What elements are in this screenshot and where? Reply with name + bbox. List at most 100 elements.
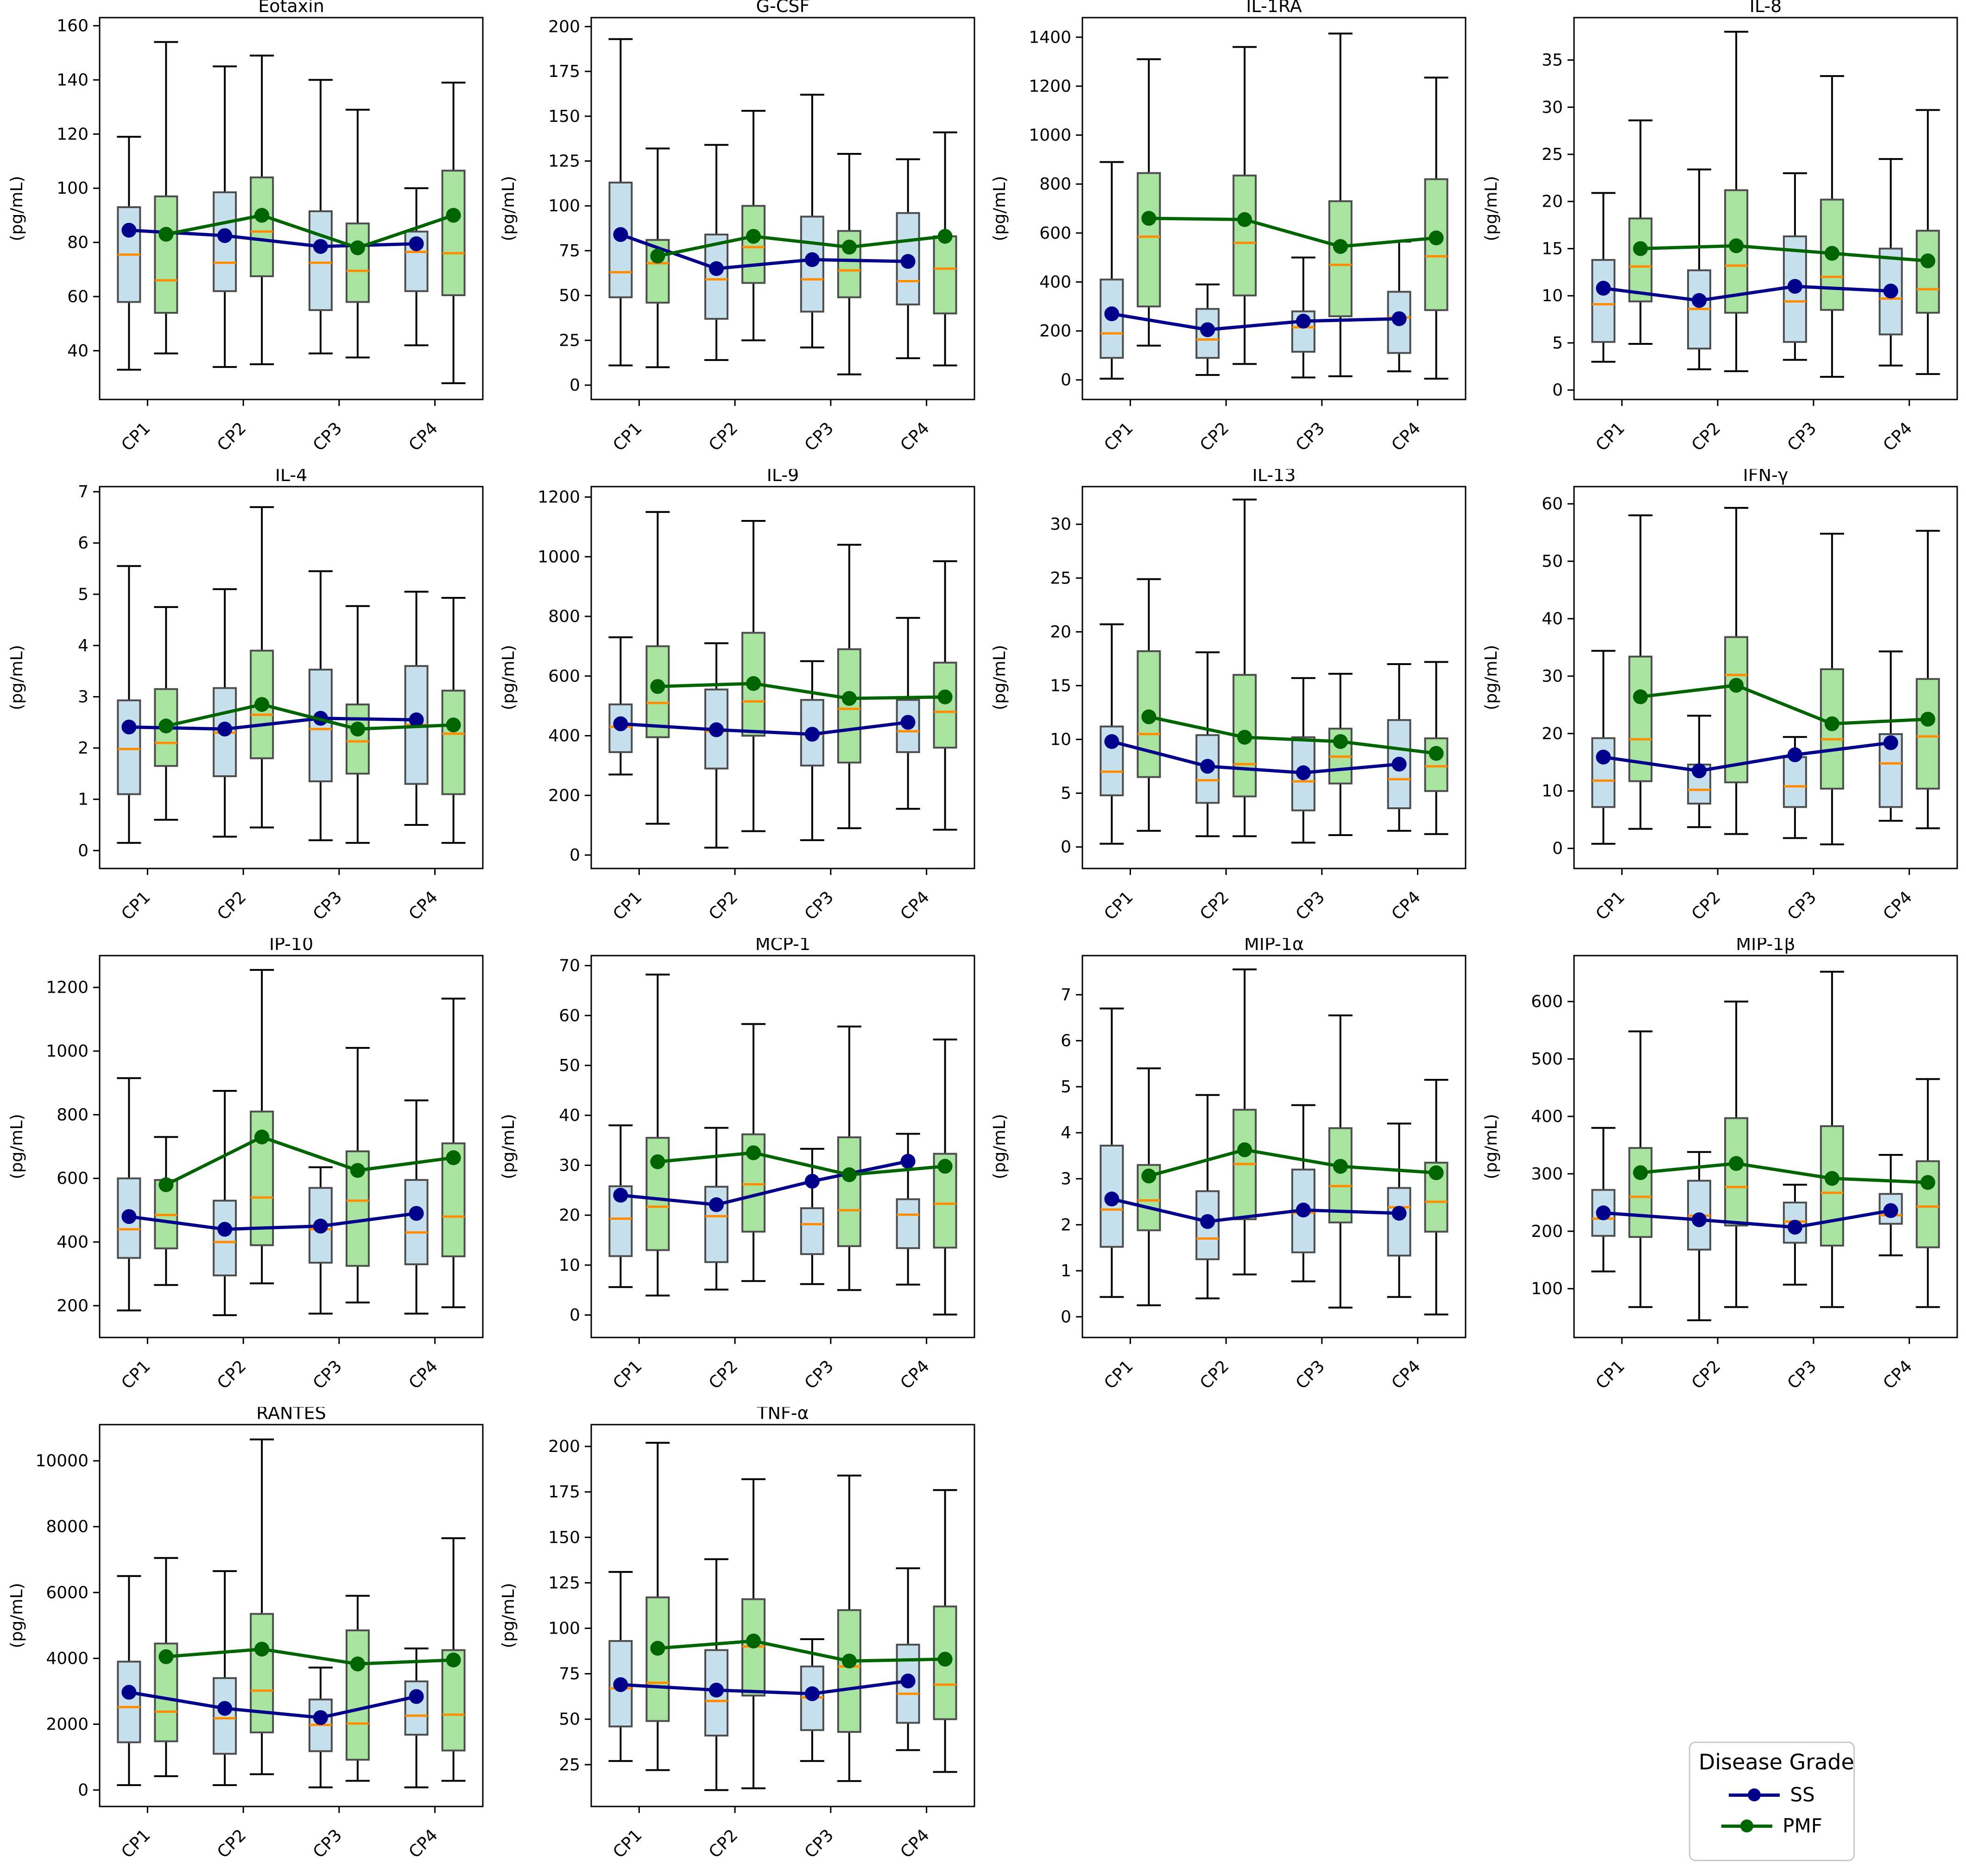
legend-label-ss: SS (1790, 1783, 1815, 1806)
y-tick-label: 0 (1061, 838, 1071, 857)
chart-title: IL-1RA (1246, 0, 1302, 16)
ss-mean-dot (313, 1710, 328, 1725)
y-tick-label: 30 (1542, 667, 1563, 686)
pmf-mean-line (1640, 684, 1928, 726)
pmf-mean-dot (841, 691, 857, 706)
chart-g-csf: G-CSF (pg/mL) 0 25 50 75 100 125 150 175 200 CP1 CP2… (492, 0, 983, 469)
pmf-mean-line (1148, 715, 1437, 755)
y-tick-label: 1000 (46, 1042, 89, 1061)
ss-mean-line (1603, 1209, 1891, 1229)
y-tick-label: 60 (1542, 494, 1563, 513)
ss-mean-line (1111, 1197, 1399, 1223)
ss-mean-line (1603, 741, 1891, 773)
ss-mean-dot (1296, 1203, 1311, 1218)
pmf-mean-dot (746, 228, 761, 244)
x-tick-label: CP2 (1196, 1356, 1233, 1393)
chart-eotaxin: Eotaxin (pg/mL) 40 60 80 100 120 140 160 CP1 CP2 CP… (0, 0, 492, 469)
chart-il-1ra: IL-1RA (pg/mL) 0 200 400 600 800 1000 1200 1400 CP… (983, 0, 1474, 469)
y-tick-label: 1200 (537, 488, 580, 507)
y-axis-label: (pg/mL) (7, 1583, 26, 1648)
pmf-mean-dot (158, 718, 174, 734)
pmf-mean-dot (650, 679, 665, 694)
y-tick-label: 1200 (46, 978, 89, 997)
x-tick-label: CP3 (801, 1825, 837, 1862)
y-tick-label: 20 (559, 1206, 580, 1225)
ss-mean-line (129, 716, 417, 731)
chart-title: IL-9 (767, 469, 799, 485)
pmf-mean-line (657, 1151, 945, 1177)
pmf-mean-dot (1333, 239, 1348, 254)
y-tick-label: 1 (78, 790, 89, 809)
pmf-mean-line (657, 234, 946, 258)
y-tick-label: 1200 (1029, 77, 1071, 96)
ss-mean-dot (1596, 280, 1611, 296)
pmf-mean-dot (254, 1129, 270, 1145)
y-tick-label: 60 (67, 287, 89, 306)
y-tick-label: 4 (78, 636, 89, 655)
y-tick-label: 1000 (1029, 126, 1071, 145)
pmf-mean-dot (158, 227, 174, 242)
x-tick-label: CP2 (214, 887, 250, 924)
x-tick-label: CP4 (897, 1356, 933, 1393)
ss-mean-dot (613, 716, 628, 731)
x-tick-label: CP3 (310, 418, 346, 455)
pmf-mean-dot (1237, 729, 1252, 745)
x-tick-label: CP1 (609, 1356, 645, 1393)
pmf-mean-dot (1729, 1156, 1744, 1171)
y-tick-label: 20 (1542, 192, 1563, 211)
y-axis-label: (pg/mL) (7, 1114, 26, 1179)
y-tick-label: 120 (57, 125, 89, 144)
ss-mean-dot (1883, 735, 1898, 750)
y-axis-label: (pg/mL) (990, 645, 1009, 710)
chart-title: MCP-1 (755, 938, 810, 954)
pmf-mean-dot (1824, 246, 1840, 261)
y-axis-label: (pg/mL) (499, 1583, 518, 1648)
y-tick-label: 200 (57, 1296, 89, 1315)
y-tick-label: 175 (548, 62, 580, 81)
x-tick-label: CP2 (1196, 418, 1233, 455)
pmf-mean-dot (1237, 1142, 1252, 1157)
ss-mean-line (128, 1691, 417, 1719)
x-tick-label: CP3 (1784, 887, 1820, 924)
y-tick-label: 100 (548, 196, 580, 215)
chart-title: RANTES (256, 1407, 326, 1423)
pmf-mean-dot (350, 722, 365, 737)
y-tick-label: 300 (1531, 1165, 1563, 1184)
x-tick-label: CP1 (118, 1356, 154, 1393)
ss-mean-dot (313, 1218, 328, 1234)
x-tick-label: CP1 (609, 1825, 645, 1862)
y-tick-label: 7 (1061, 985, 1071, 1004)
ss-mean-dot (217, 1701, 233, 1716)
y-tick-label: 800 (548, 607, 580, 626)
ss-mean-line (1603, 285, 1891, 302)
chart-title: G-CSF (756, 0, 810, 16)
pmf-mean-dot (937, 1652, 953, 1667)
y-tick-label: 400 (57, 1233, 89, 1252)
pmf-mean-dot (841, 240, 857, 255)
chart-title: TNF-α (756, 1407, 809, 1423)
y-tick-label: 1000 (537, 547, 580, 566)
pmf-mean-dot (158, 1177, 174, 1192)
y-tick-label: 3 (78, 687, 89, 706)
pmf-mean-dot (1633, 689, 1648, 704)
x-tick-label: CP1 (1592, 1356, 1628, 1393)
y-tick-label: 75 (559, 1665, 580, 1684)
y-tick-label: 6 (78, 534, 89, 553)
ss-mean-dot (121, 719, 137, 735)
x-tick-label: CP1 (1592, 887, 1628, 924)
y-tick-label: 0 (78, 1781, 89, 1800)
x-tick-label: CP3 (310, 1356, 346, 1393)
y-axis-label: (pg/mL) (1482, 645, 1501, 710)
x-tick-label: CP2 (705, 1825, 741, 1862)
ss-mean-dot (1200, 1214, 1215, 1229)
pmf-mean-line (1640, 244, 1928, 263)
y-tick-label: 25 (559, 1756, 580, 1775)
x-tick-label: CP2 (1688, 418, 1724, 455)
x-tick-label: CP1 (1100, 887, 1137, 924)
pmf-mean-line (165, 213, 454, 250)
y-tick-label: 0 (1552, 839, 1563, 858)
x-tick-label: CP1 (1100, 418, 1137, 455)
x-tick-label: CP4 (405, 1356, 442, 1393)
y-tick-label: 5 (1061, 784, 1071, 803)
